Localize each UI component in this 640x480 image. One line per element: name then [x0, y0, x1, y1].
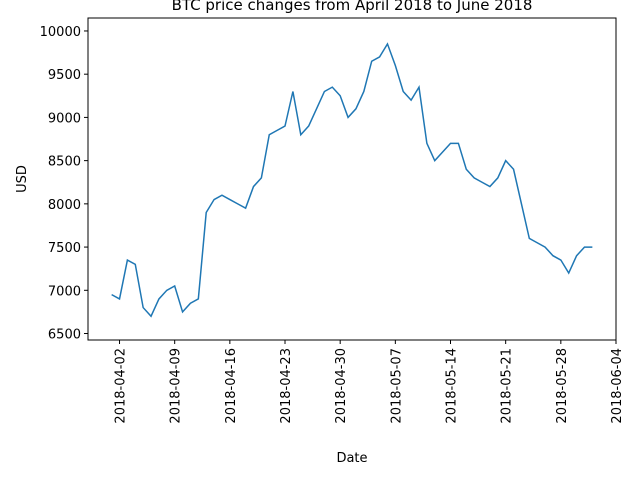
y-tick-label: 7500 [48, 241, 81, 256]
y-axis-label: USD [15, 165, 30, 193]
x-tick-label: 2018-05-07 [389, 348, 404, 424]
x-tick-label: 2018-05-14 [445, 348, 460, 424]
y-tick-label: 9000 [48, 111, 81, 126]
y-tick-label: 10000 [40, 25, 81, 40]
x-tick-label: 2018-05-28 [555, 348, 570, 424]
y-tick-label: 6500 [48, 328, 81, 343]
price-line [111, 42, 593, 318]
x-axis-label: Date [336, 451, 367, 466]
x-tick-label: 2018-04-23 [279, 348, 294, 424]
x-tick-label: 2018-04-30 [334, 348, 349, 424]
y-tick-label: 9500 [48, 68, 81, 83]
y-tick-label: 7000 [48, 284, 81, 299]
x-tick-label: 2018-06-04 [610, 348, 625, 424]
plot-frame [87, 17, 617, 341]
x-tick-label: 2018-04-16 [224, 348, 239, 424]
x-tick-label: 2018-04-09 [169, 348, 184, 424]
x-tick-label: 2018-05-21 [500, 348, 515, 424]
chart-title: BTC price changes from April 2018 to Jun… [172, 0, 533, 14]
y-tick-label: 8500 [48, 155, 81, 170]
x-tick-label: 2018-04-02 [114, 348, 129, 424]
y-tick-label: 8000 [48, 198, 81, 213]
